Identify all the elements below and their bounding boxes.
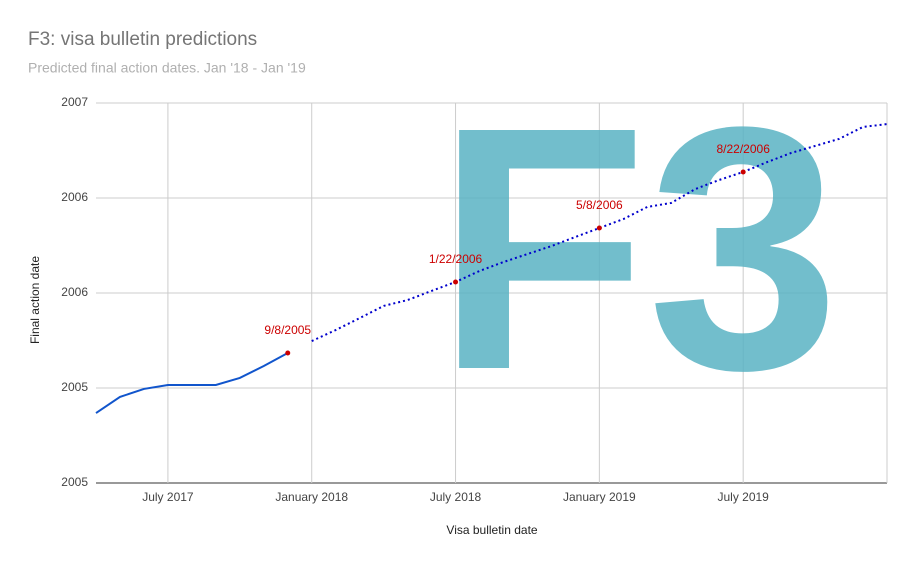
annotation-label: 8/22/2006 <box>716 142 770 156</box>
x-tick-label: July 2017 <box>142 490 194 504</box>
chart-title: F3: visa bulletin predictions <box>28 29 257 50</box>
x-tick-label: July 2019 <box>717 490 769 504</box>
y-tick-label: 2005 <box>61 475 88 489</box>
watermark: F3 <box>436 56 840 442</box>
annotation-label: 1/22/2006 <box>429 252 483 266</box>
annotation-point <box>285 350 291 356</box>
x-tick-label: July 2018 <box>430 490 482 504</box>
annotation-point <box>453 279 459 285</box>
series-line <box>95 352 289 414</box>
x-tick-label: January 2018 <box>275 490 348 504</box>
chart-subtitle: Predicted final action dates. Jan '18 - … <box>28 60 306 76</box>
series-line <box>311 123 888 342</box>
annotation-point <box>740 169 746 175</box>
y-tick-label: 2006 <box>61 285 88 299</box>
y-tick-label: 2005 <box>61 380 88 394</box>
x-axis-label: Visa bulletin date <box>446 523 538 537</box>
y-tick-label: 2006 <box>61 190 88 204</box>
y-axis-label: Final action date <box>28 256 42 344</box>
annotation-point <box>596 225 602 231</box>
y-tick-label: 2007 <box>61 95 88 109</box>
annotation-label: 5/8/2006 <box>576 198 623 212</box>
x-tick-label: January 2019 <box>563 490 636 504</box>
annotation-label: 9/8/2005 <box>264 323 311 337</box>
